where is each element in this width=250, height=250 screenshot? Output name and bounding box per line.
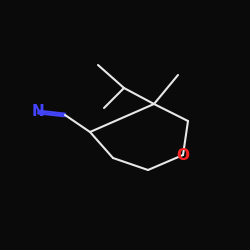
Text: N: N (32, 104, 44, 120)
Text: O: O (176, 148, 190, 162)
